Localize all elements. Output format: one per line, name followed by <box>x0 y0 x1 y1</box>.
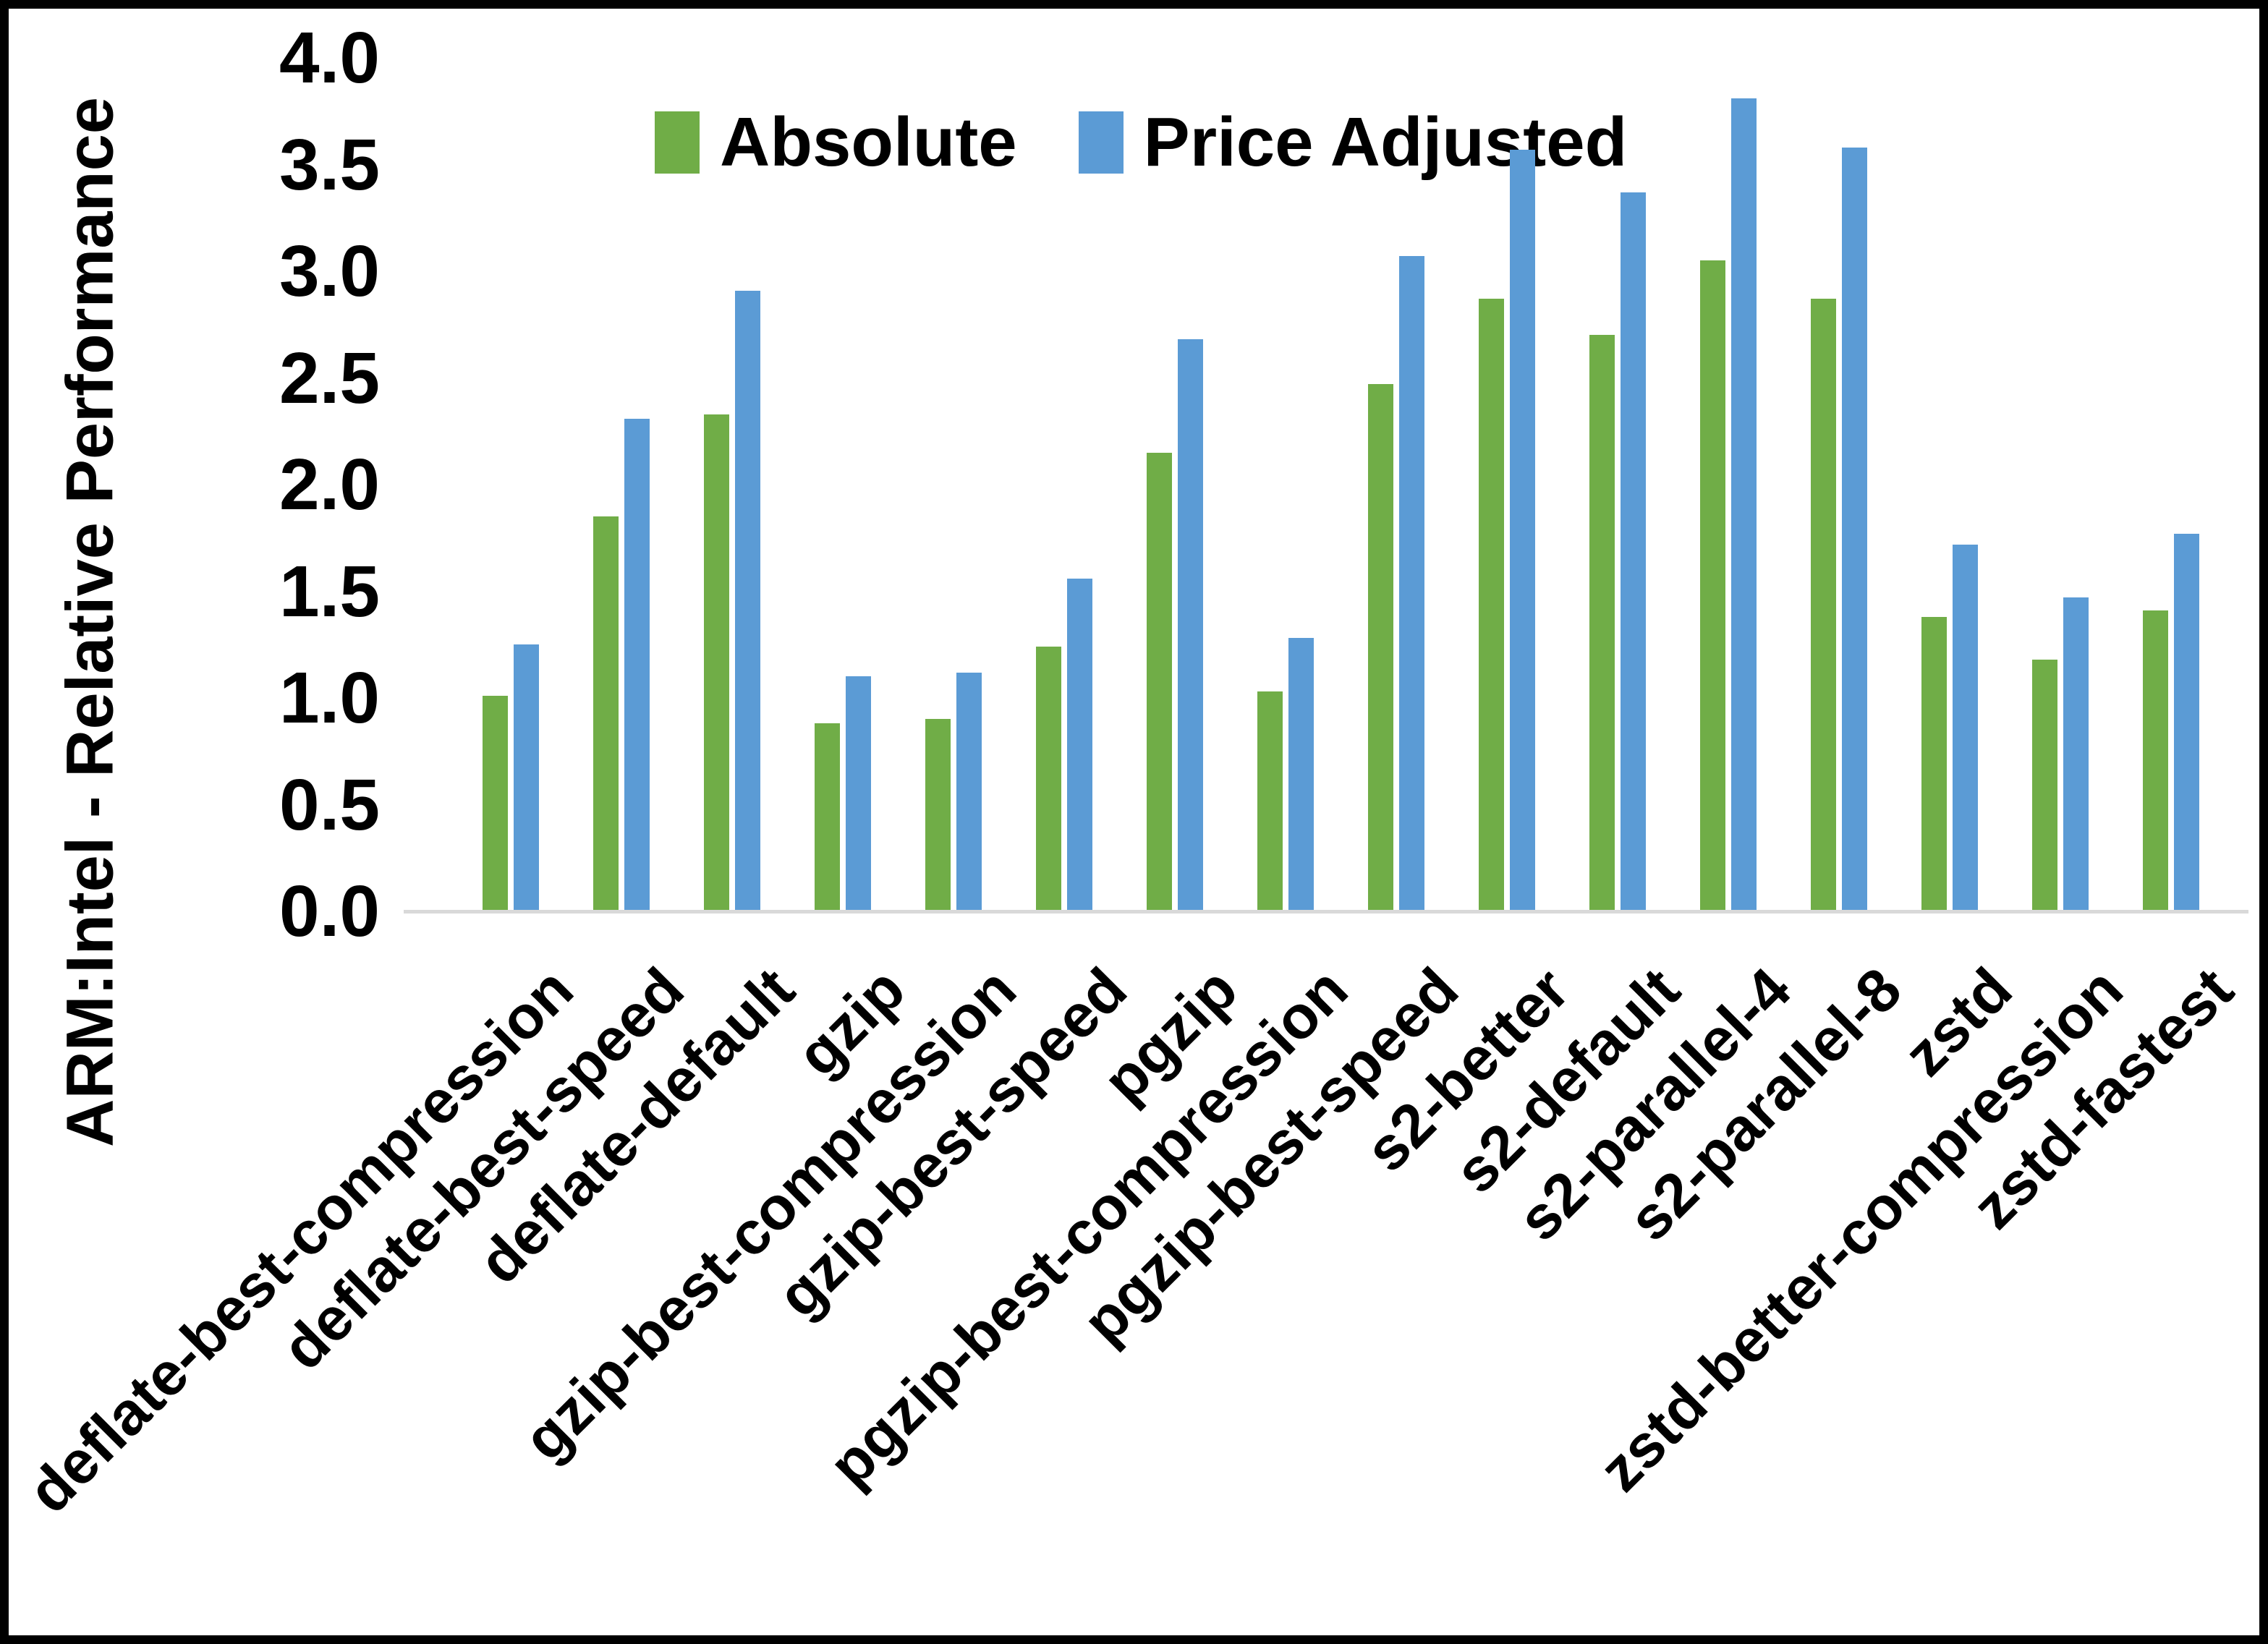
bar-absolute <box>1147 453 1172 911</box>
bar-absolute <box>1257 691 1283 911</box>
bar-absolute <box>1036 647 1061 911</box>
y-tick-label: 3.5 <box>279 124 380 205</box>
bar-absolute <box>1700 260 1725 911</box>
bar-absolute <box>704 414 729 911</box>
bar-absolute <box>1921 617 1947 911</box>
bar-absolute <box>815 723 840 911</box>
bar-absolute <box>593 516 619 911</box>
bar-price-adjusted <box>846 676 871 911</box>
legend: Absolute Price Adjusted <box>655 103 1627 182</box>
bar-price-adjusted <box>1288 638 1314 911</box>
bar-price-adjusted <box>1510 150 1535 911</box>
bar-price-adjusted <box>1953 545 1978 911</box>
bar-price-adjusted <box>1399 256 1424 911</box>
bar-absolute <box>2143 610 2168 911</box>
bar-price-adjusted <box>2174 534 2199 911</box>
y-tick-label: 2.0 <box>279 444 380 525</box>
bar-price-adjusted <box>1178 339 1203 911</box>
bar-absolute <box>1589 335 1615 911</box>
bar-price-adjusted <box>735 291 760 911</box>
bar-price-adjusted <box>1067 579 1092 911</box>
bar-absolute <box>1479 299 1504 911</box>
y-tick-label: 1.0 <box>279 657 380 738</box>
absolute-series-swatch <box>655 111 700 174</box>
legend-label-absolute: Absolute <box>720 103 1017 181</box>
legend-item-price-adjusted: Price Adjusted <box>1078 103 1628 182</box>
y-tick-label: 1.5 <box>279 550 380 632</box>
y-tick-label: 0.5 <box>279 764 380 846</box>
legend-item-absolute: Absolute <box>655 103 1017 182</box>
x-axis-line <box>404 910 2248 913</box>
bar-price-adjusted <box>1621 192 1646 911</box>
bar-price-adjusted <box>624 419 650 911</box>
y-tick-label: 2.5 <box>279 337 380 419</box>
price-adjusted-series-swatch <box>1078 111 1124 174</box>
bar-absolute <box>2032 660 2057 911</box>
y-tick-label: 3.0 <box>279 231 380 312</box>
bar-price-adjusted <box>514 644 539 911</box>
bar-price-adjusted <box>2063 597 2089 911</box>
y-tick-label: 0.0 <box>279 871 380 952</box>
bar-absolute <box>483 696 508 911</box>
bar-price-adjusted <box>1842 148 1867 911</box>
bar-absolute <box>1368 384 1393 911</box>
bar-absolute <box>1811 299 1836 911</box>
legend-label-price-adjusted: Price Adjusted <box>1143 103 1628 181</box>
y-tick-label: 4.0 <box>279 17 380 98</box>
bar-price-adjusted <box>1731 98 1757 911</box>
bar-absolute <box>925 719 951 911</box>
bar-price-adjusted <box>956 673 982 911</box>
